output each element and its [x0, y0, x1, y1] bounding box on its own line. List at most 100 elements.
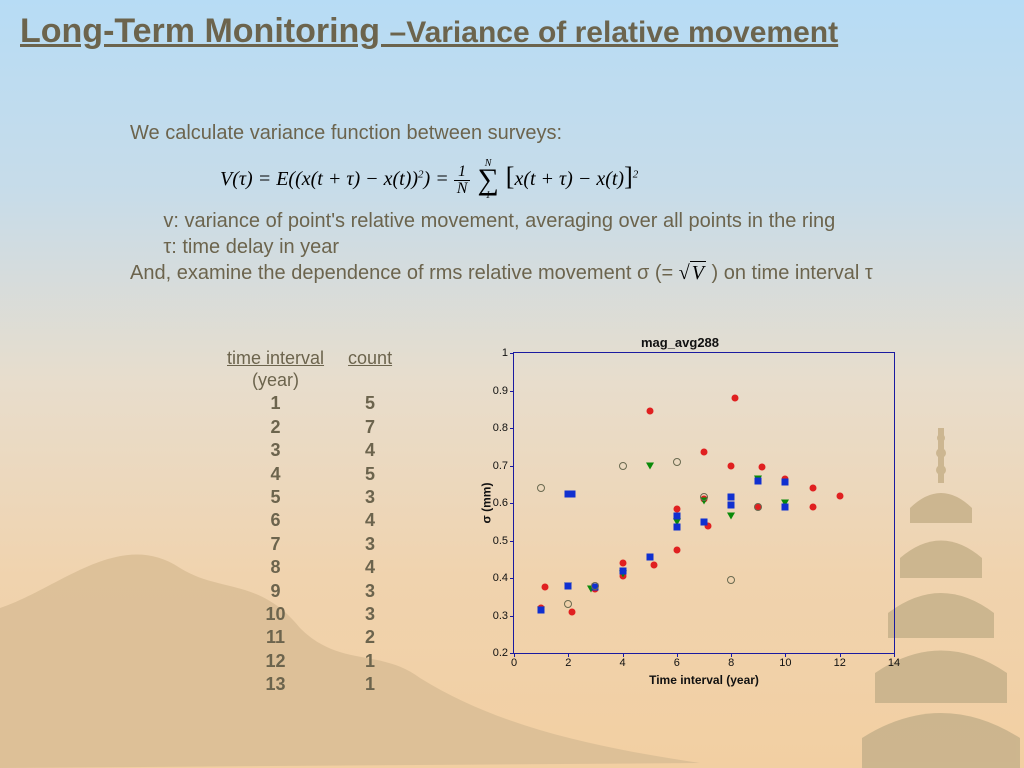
- cell-interval: 8: [215, 556, 336, 579]
- data-point: [755, 477, 762, 484]
- variance-formula: V(τ) = E((x(t + τ) − x(t))2) = 1N N∑1 [x…: [130, 150, 910, 200]
- data-point: [619, 567, 626, 574]
- data-point: [673, 546, 680, 553]
- table-row: 73: [215, 533, 404, 556]
- data-point: [836, 492, 843, 499]
- cell-count: 1: [336, 650, 404, 673]
- data-point: [650, 561, 657, 568]
- data-point: [782, 479, 789, 486]
- cell-interval: 6: [215, 509, 336, 532]
- data-point: [646, 408, 653, 415]
- cell-count: 3: [336, 533, 404, 556]
- ytick-label: 0.8: [493, 422, 508, 434]
- col-header-count: count: [336, 348, 404, 369]
- data-point: [728, 494, 735, 501]
- slide-title: Long-Term Monitoring –Variance of relati…: [20, 12, 838, 51]
- xtick-label: 4: [620, 657, 626, 669]
- cell-count: 3: [336, 486, 404, 509]
- table-row: 27: [215, 416, 404, 439]
- xtick-label: 0: [511, 657, 517, 669]
- data-point: [591, 582, 599, 590]
- xtick-label: 8: [728, 657, 734, 669]
- title-subtitle: –Variance of relative movement: [390, 16, 839, 49]
- xtick-label: 10: [779, 657, 791, 669]
- table-row: 15: [215, 392, 404, 415]
- cell-interval: 13: [215, 673, 336, 696]
- cell-count: 3: [336, 603, 404, 626]
- ytick-label: 0.9: [493, 385, 508, 397]
- data-point: [565, 582, 572, 589]
- cell-count: 4: [336, 439, 404, 462]
- data-point: [673, 513, 680, 520]
- cell-interval: 7: [215, 533, 336, 556]
- data-point: [619, 560, 626, 567]
- cell-interval: 12: [215, 650, 336, 673]
- ytick-label: 0.4: [493, 572, 508, 584]
- cell-interval: 10: [215, 603, 336, 626]
- intro-line: We calculate variance function between s…: [130, 120, 910, 146]
- cell-interval: 5: [215, 486, 336, 509]
- ytick-label: 0.3: [493, 610, 508, 622]
- sigma-scatter-chart: mag_avg288 σ (mm) Time interval (year) 0…: [455, 335, 905, 705]
- xtick-label: 12: [834, 657, 846, 669]
- data-point: [673, 505, 680, 512]
- cell-count: 5: [336, 463, 404, 486]
- ytick-label: 1: [502, 347, 508, 359]
- ytick-label: 0.6: [493, 497, 508, 509]
- ytick-label: 0.5: [493, 535, 508, 547]
- ytick-label: 0.2: [493, 647, 508, 659]
- data-point: [809, 503, 816, 510]
- data-point: [542, 584, 549, 591]
- data-point: [782, 503, 789, 510]
- desc-examine: And, examine the dependence of rms relat…: [130, 260, 910, 286]
- data-point: [646, 554, 653, 561]
- data-point: [673, 524, 680, 531]
- desc-examine-b: ) on time interval τ: [706, 262, 873, 284]
- cell-interval: 11: [215, 626, 336, 649]
- table-row: 93: [215, 580, 404, 603]
- cell-interval: 3: [215, 439, 336, 462]
- table-row: 121: [215, 650, 404, 673]
- cell-count: 4: [336, 509, 404, 532]
- col-header-interval: time interval: [215, 348, 336, 369]
- data-point: [754, 503, 762, 511]
- cell-interval: 4: [215, 463, 336, 486]
- interval-count-table: time interval count (year) 1527344553647…: [215, 348, 404, 696]
- cell-count: 3: [336, 580, 404, 603]
- col-header-interval-unit: (year): [215, 369, 336, 392]
- desc-v: v: variance of point's relative movement…: [130, 208, 910, 234]
- chart-ylabel: σ (mm): [479, 483, 493, 524]
- data-point: [701, 518, 708, 525]
- cell-count: 7: [336, 416, 404, 439]
- cell-interval: 2: [215, 416, 336, 439]
- table-row: 64: [215, 509, 404, 532]
- table-row: 53: [215, 486, 404, 509]
- data-point: [619, 462, 627, 470]
- cell-count: 2: [336, 626, 404, 649]
- xtick-label: 2: [565, 657, 571, 669]
- xtick-label: 6: [674, 657, 680, 669]
- data-point: [809, 485, 816, 492]
- chart-xlabel: Time interval (year): [649, 673, 759, 687]
- desc-tau: τ: time delay in year: [130, 234, 910, 260]
- table-row: 131: [215, 673, 404, 696]
- plot-area: σ (mm) Time interval (year) 0.20.30.40.5…: [513, 352, 895, 654]
- ytick-label: 0.7: [493, 460, 508, 472]
- cell-count: 5: [336, 392, 404, 415]
- data-point: [538, 606, 545, 613]
- table-row: 103: [215, 603, 404, 626]
- title-main: Long-Term Monitoring: [20, 12, 390, 50]
- chart-title: mag_avg288: [455, 335, 905, 350]
- data-point: [646, 462, 654, 469]
- table-row: 112: [215, 626, 404, 649]
- data-point: [759, 464, 766, 471]
- data-point: [727, 513, 735, 520]
- data-point: [727, 576, 735, 584]
- table-row: 45: [215, 463, 404, 486]
- data-point: [732, 395, 739, 402]
- desc-examine-a: And, examine the dependence of rms relat…: [130, 262, 679, 284]
- cell-interval: 9: [215, 580, 336, 603]
- data-point: [701, 449, 708, 456]
- table-row: 34: [215, 439, 404, 462]
- cell-count: 1: [336, 673, 404, 696]
